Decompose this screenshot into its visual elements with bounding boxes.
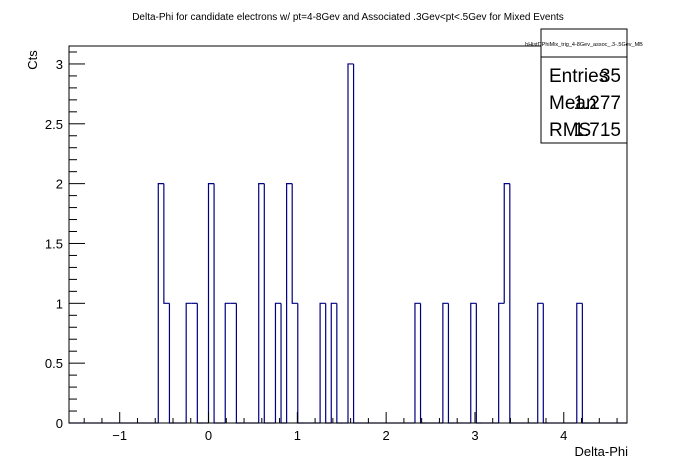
histogram-bin: [447, 303, 455, 424]
histogram-bin: [185, 302, 192, 423]
histogram-bin: [581, 303, 588, 424]
histogram-bin: [207, 183, 215, 423]
histogram-bin: [330, 302, 337, 423]
stats-box-frame: [540, 28, 628, 144]
y-tick-label: 1.5: [45, 236, 63, 251]
histogram-bin: [470, 302, 477, 423]
histogram-bin: [509, 183, 516, 424]
histogram-bin: [537, 302, 544, 423]
x-tick-label: 4: [560, 428, 567, 443]
histogram-bin: [419, 303, 427, 424]
plot-frame: [68, 45, 628, 424]
x-tick-label: 2: [383, 428, 390, 443]
y-tick-label: 3: [56, 57, 63, 72]
x-tick-label: 0: [205, 428, 212, 443]
histogram-bin: [347, 63, 354, 423]
y-tick-label: 1: [56, 296, 63, 311]
histogram-bin: [442, 302, 449, 423]
histogram-bin: [286, 183, 293, 423]
histogram-bin: [157, 183, 164, 423]
y-tick-label: 0.5: [45, 356, 63, 371]
histogram-bin: [576, 302, 583, 423]
x-tick-label: 1: [294, 428, 301, 443]
stats-entries-value: 35: [600, 66, 621, 87]
histogram-bin: [235, 303, 242, 424]
histogram-bin: [542, 303, 549, 424]
histogram-bin: [274, 302, 282, 423]
stats-rms-value: 1.715: [573, 120, 621, 141]
histogram-bin: [297, 303, 304, 424]
axes: −1 0 1 2 3 4 0 0.5 1 1.5 2 2.5 3: [45, 45, 628, 443]
stats-rms-label: RMS: [549, 120, 591, 141]
histogram-bin: [224, 302, 231, 423]
stats-mean-value: 1.277: [573, 93, 621, 114]
histogram-bin: [196, 303, 203, 424]
stats-box: hHistDPhiMix_trig_4-8Gev_assoc_.3-.5Gev_…: [525, 28, 643, 144]
histogram-bin: [352, 63, 360, 424]
x-axis-label: Delta-Phi: [575, 444, 629, 459]
y-tick-label: 2: [56, 177, 63, 192]
histogram-bin: [263, 183, 270, 424]
histogram-bin: [414, 302, 421, 423]
histogram-bin: [503, 183, 510, 304]
histogram-bin: [163, 183, 170, 304]
histogram-bin: [336, 303, 343, 424]
y-tick-label: 0: [56, 416, 63, 431]
histogram-bin: [498, 302, 505, 423]
x-tick-label: −1: [112, 428, 127, 443]
stats-entries-label: Entries: [549, 66, 608, 87]
histogram-bin: [325, 303, 332, 424]
histogram-bin: [319, 302, 326, 423]
chart-title: Delta-Phi for candidate electrons w/ pt=…: [132, 12, 564, 23]
histogram-bin: [213, 183, 220, 424]
histogram-bin: [168, 303, 176, 424]
histogram-bin: [280, 303, 287, 424]
y-axis-label: Cts: [25, 50, 40, 70]
y-tick-label: 2.5: [45, 117, 63, 132]
stats-mean-label: Mean: [549, 93, 597, 114]
histogram-bin: [258, 183, 265, 423]
histogram-bin: [291, 183, 298, 304]
x-tick-label: 3: [471, 428, 478, 443]
stats-box-name: hHistDPhiMix_trig_4-8Gev_assoc_.3-.5Gev_…: [525, 42, 643, 48]
histogram-bin: [475, 303, 482, 424]
